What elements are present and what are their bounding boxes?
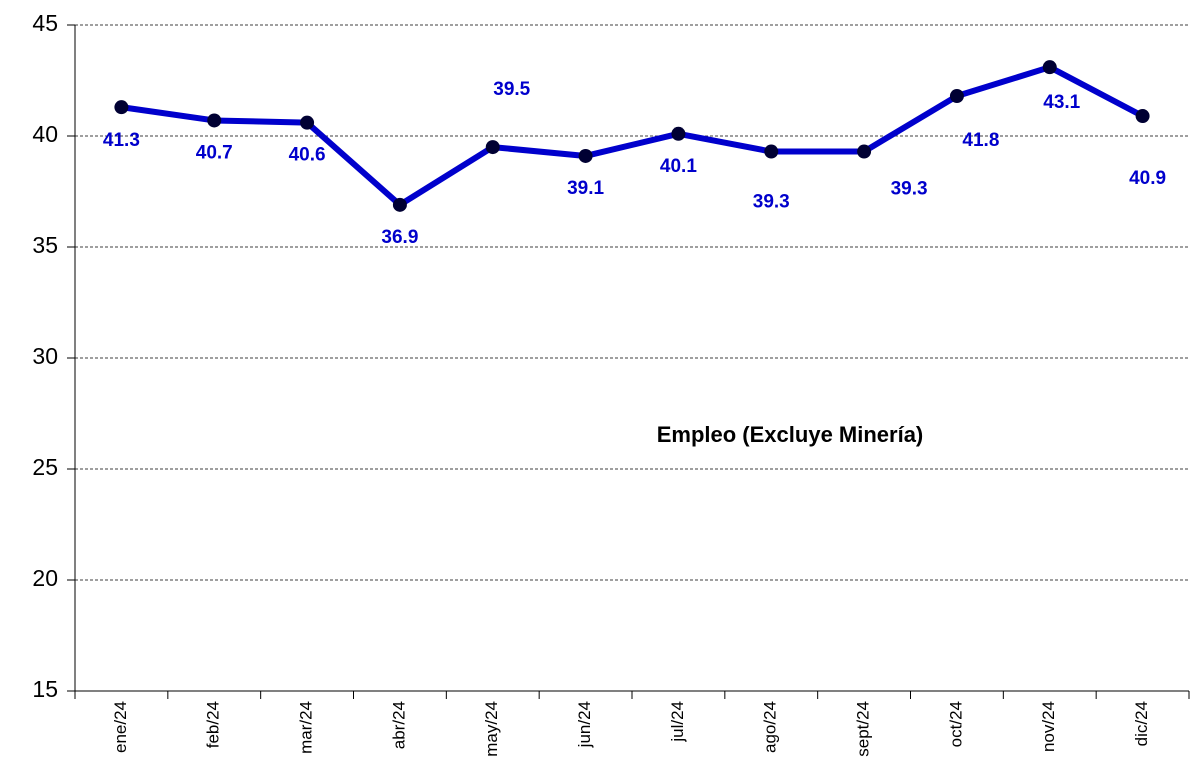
data-label: 36.9	[381, 227, 418, 248]
marker	[578, 148, 593, 163]
x-tick-label: ago/24	[761, 701, 780, 753]
marker	[114, 100, 129, 115]
chart-title: Empleo (Excluye Minería)	[657, 422, 924, 447]
y-tick-label: 40	[32, 121, 58, 147]
series-line	[120, 64, 1144, 208]
data-label: 39.3	[753, 192, 790, 213]
x-tick-label: nov/24	[1039, 701, 1058, 752]
x-tick-label: dic/24	[1132, 701, 1151, 746]
marker	[857, 144, 872, 159]
marker	[207, 113, 222, 128]
data-label: 39.3	[891, 179, 928, 200]
marker	[392, 197, 407, 212]
marker	[949, 89, 964, 104]
x-tick-label: jul/24	[668, 701, 687, 743]
data-label: 40.6	[289, 145, 326, 166]
marker	[764, 144, 779, 159]
y-tick-label: 15	[32, 676, 58, 702]
data-label: 41.3	[103, 130, 140, 151]
data-label: 40.1	[660, 156, 697, 177]
y-tick-label: 25	[32, 454, 58, 480]
data-label: 43.1	[1043, 92, 1080, 113]
marker	[671, 126, 686, 141]
data-label: 40.9	[1129, 168, 1166, 189]
x-tick-label: may/24	[482, 701, 501, 757]
x-tick-label: abr/24	[389, 701, 408, 749]
marker	[300, 115, 315, 130]
data-label: 39.5	[493, 79, 530, 100]
x-tick-label: mar/24	[297, 701, 316, 754]
marker	[485, 140, 500, 155]
y-tick-label: 20	[32, 565, 58, 591]
marker	[1042, 60, 1057, 75]
x-tick-label: feb/24	[204, 701, 223, 748]
data-label: 39.1	[567, 178, 604, 199]
x-tick-label: jun/24	[575, 701, 594, 748]
x-tick-label: sept/24	[854, 701, 873, 757]
x-tick-label: ene/24	[111, 701, 130, 753]
x-tick-label: oct/24	[946, 701, 965, 747]
y-tick-label: 30	[32, 343, 58, 369]
marker	[1135, 109, 1150, 124]
y-tick-label: 45	[32, 10, 58, 36]
data-label: 41.8	[962, 130, 999, 151]
data-label: 40.7	[196, 142, 233, 163]
y-tick-label: 35	[32, 232, 58, 258]
